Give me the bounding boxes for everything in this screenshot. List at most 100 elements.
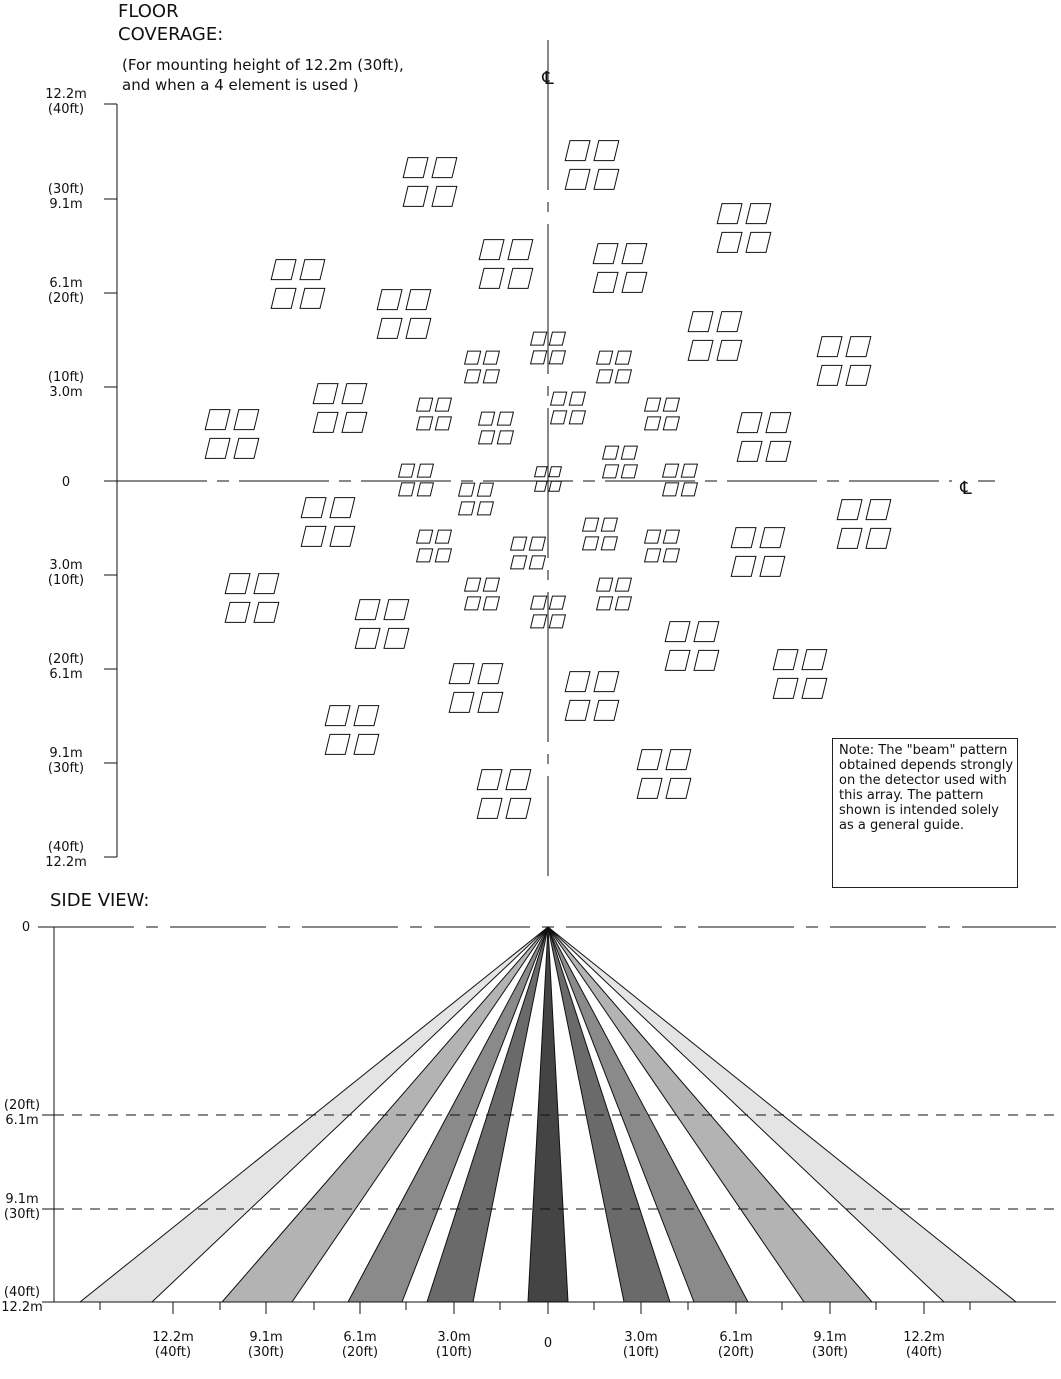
detection-zone (463, 577, 501, 611)
side-y-label: (40ft) (4, 1285, 40, 1300)
detection-element (662, 548, 681, 563)
detection-element (600, 536, 619, 551)
detection-element (614, 596, 633, 611)
detection-element (476, 482, 495, 497)
detection-element (836, 527, 863, 549)
detection-element (801, 649, 828, 671)
floor-y-label: (20ft) (48, 652, 84, 667)
detection-element (354, 627, 381, 649)
detection-element (736, 412, 763, 434)
detection-element (402, 157, 429, 179)
detection-element (529, 331, 548, 346)
detection-element (693, 649, 720, 671)
side-y-label: 12.2m (1, 1300, 43, 1315)
detection-element (431, 185, 458, 207)
detection-element (224, 573, 251, 595)
detection-element (687, 311, 714, 333)
detection-element (595, 369, 614, 384)
detection-element (665, 749, 692, 771)
note-line: this array. The pattern (839, 788, 984, 803)
side-y-label: 9.1m (5, 1192, 38, 1207)
detection-element (549, 410, 568, 425)
detection-element (564, 168, 591, 190)
floor-y-label: (30ft) (48, 182, 84, 197)
detection-element (636, 749, 663, 771)
detection-element (529, 350, 548, 365)
detection-element (528, 555, 547, 570)
detection-element (204, 409, 231, 431)
detection-element (434, 416, 453, 431)
detection-zone (816, 336, 872, 386)
side-title: SIDE VIEW: (50, 890, 150, 911)
floor-y-label: (20ft) (48, 291, 84, 306)
floor-y-label: (10ft) (48, 370, 84, 385)
detection-element (845, 364, 872, 386)
side-x-label: 6.1m (719, 1330, 752, 1345)
detection-element (662, 416, 681, 431)
detection-element (661, 482, 680, 497)
floor-y-label: (30ft) (48, 761, 84, 776)
detection-element (772, 677, 799, 699)
detection-zone (564, 671, 620, 721)
detection-element (383, 627, 410, 649)
note-line: on the detector used with (839, 773, 1007, 788)
detection-element (564, 140, 591, 162)
detection-element (621, 243, 648, 265)
detection-element (376, 289, 403, 311)
detection-zone (601, 445, 639, 479)
side-labels: SIDE VIEW:0(20ft)6.1m9.1m(30ft)(40ft)12.… (1, 890, 945, 1360)
detection-element (415, 529, 434, 544)
detection-element (549, 391, 568, 406)
detection-zone (836, 499, 892, 549)
detection-zone (595, 350, 633, 384)
detection-element (836, 499, 863, 521)
floor-y-label: 9.1m (49, 746, 82, 761)
side-x-label: (20ft) (342, 1345, 378, 1360)
detection-element (661, 463, 680, 478)
floor-y-label: 3.0m (49, 558, 82, 573)
floor-subtitle: (For mounting height of 12.2m (30ft), (122, 56, 404, 74)
detection-element (463, 350, 482, 365)
detection-element (416, 463, 435, 478)
detection-element (865, 527, 892, 549)
detection-zone (477, 411, 515, 445)
side-x-label: (30ft) (812, 1345, 848, 1360)
side-axes (38, 926, 1056, 1314)
detection-element (477, 430, 496, 445)
detection-element (434, 397, 453, 412)
detection-element (614, 369, 633, 384)
detection-element (595, 577, 614, 592)
detection-element (600, 517, 619, 532)
detection-element (324, 733, 351, 755)
detection-element (548, 331, 567, 346)
side-x-label: 9.1m (249, 1330, 282, 1345)
detection-element (865, 499, 892, 521)
detection-element (434, 529, 453, 544)
detection-element (312, 411, 339, 433)
detection-element (476, 769, 503, 791)
detection-element (759, 527, 786, 549)
detection-element (477, 691, 504, 713)
detection-zone (509, 536, 547, 570)
detection-element (509, 555, 528, 570)
detection-element (664, 621, 691, 643)
detection-zone (736, 412, 792, 462)
detection-element (299, 259, 326, 281)
detection-element (476, 501, 495, 516)
detection-zone (312, 383, 368, 433)
detection-element (457, 501, 476, 516)
detection-element (593, 671, 620, 693)
detection-element (816, 336, 843, 358)
note-line: as a general guide. (839, 818, 964, 833)
detection-element (482, 596, 501, 611)
side-x-label: (30ft) (248, 1345, 284, 1360)
detection-element (595, 350, 614, 365)
detection-zone (564, 140, 620, 190)
detection-zone (300, 497, 356, 547)
detection-element (477, 663, 504, 685)
detection-element (353, 705, 380, 727)
side-x-label: (40ft) (155, 1345, 191, 1360)
detection-element (415, 397, 434, 412)
detection-element (383, 599, 410, 621)
